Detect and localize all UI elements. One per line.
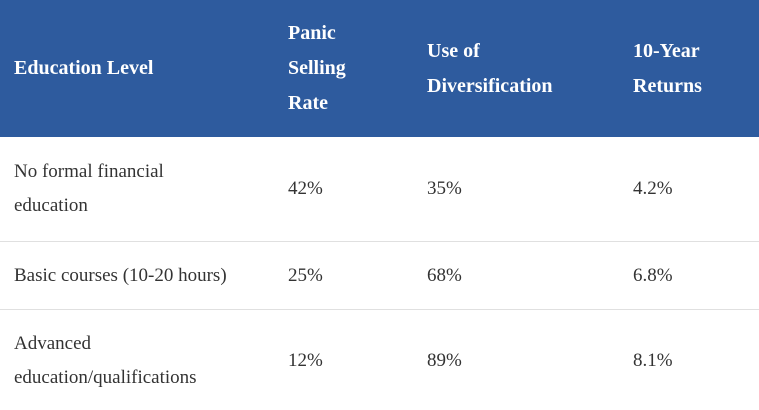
cell-10-year-returns: 8.1% — [619, 309, 759, 410]
column-header-education-level: Education Level — [0, 0, 274, 137]
row-label: Basic courses (10-20 hours) — [0, 241, 274, 310]
row-label: Advanced education/qualifications — [0, 309, 274, 410]
column-header-use-of-diversification: Use of Diversification — [413, 0, 619, 137]
cell-10-year-returns: 6.8% — [619, 241, 759, 310]
cell-use-of-diversification: 89% — [413, 309, 619, 410]
column-header-10-year-returns: 10-Year Returns — [619, 0, 759, 137]
table-row: No formal financial education 42% 35% 4.… — [0, 137, 759, 242]
cell-use-of-diversification: 68% — [413, 241, 619, 310]
cell-panic-selling-rate: 12% — [274, 309, 413, 410]
table-row: Advanced education/qualifications 12% 89… — [0, 309, 759, 410]
cell-use-of-diversification: 35% — [427, 178, 462, 199]
cell-panic-selling-rate: 42% — [288, 178, 323, 199]
cell-panic-selling-rate: 25% — [274, 241, 413, 310]
cell-10-year-returns: 4.2% — [633, 178, 673, 199]
table-row: Basic courses (10-20 hours) 25% 68% 6.8% — [0, 241, 759, 310]
row-label: No formal financial education — [14, 161, 164, 216]
column-header-panic-selling-rate: Panic Selling Rate — [274, 0, 413, 137]
table-header-row: Education Level Panic Selling Rate Use o… — [0, 0, 759, 137]
